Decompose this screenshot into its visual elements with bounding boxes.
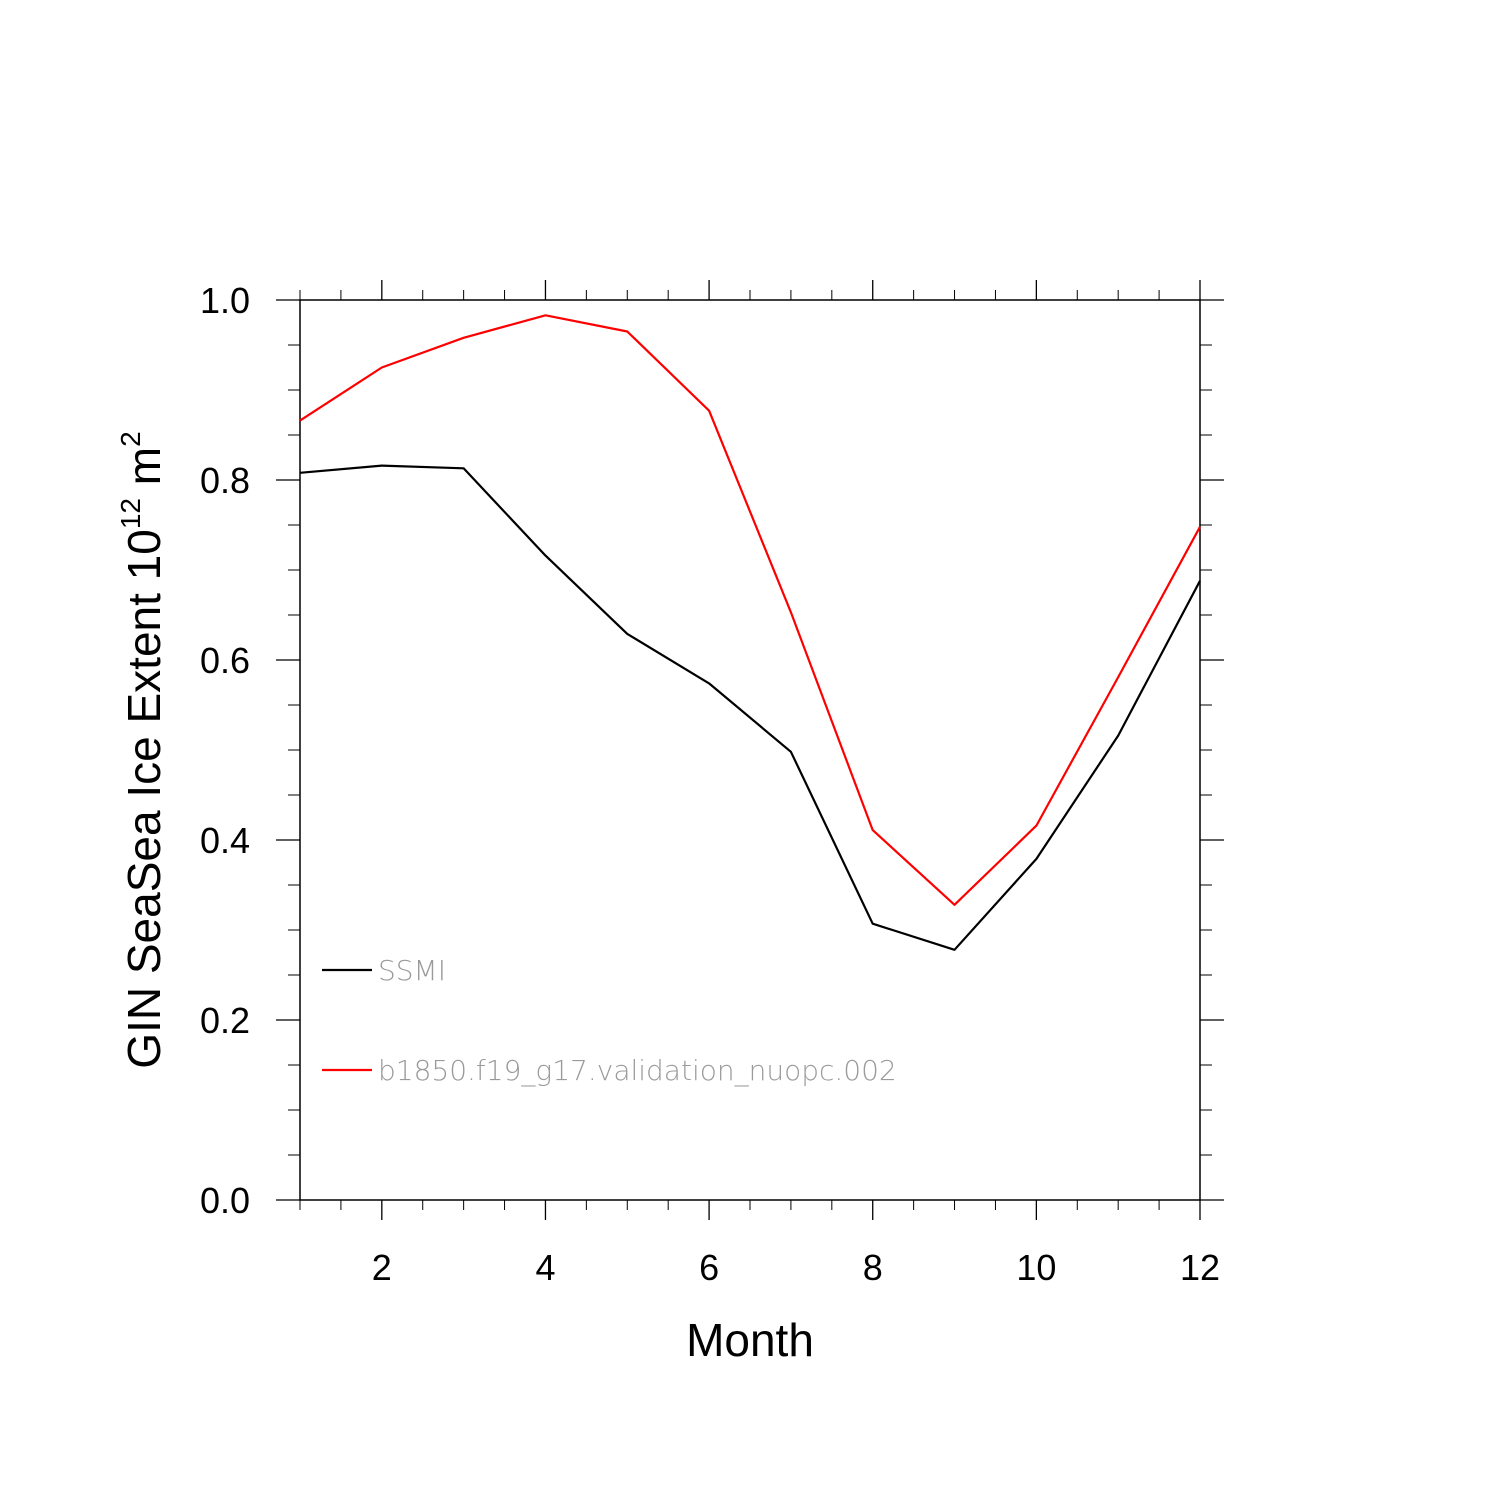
legend-label-2: b1850.f19_g17.validation_nuopc.002 <box>378 1054 897 1088</box>
y-tick-label: 0.6 <box>200 640 250 681</box>
x-tick-label: 8 <box>863 1247 883 1288</box>
series-lines <box>299 314 1201 951</box>
legend: SSMI b1850.f19_g17.validation_nuopc.002 <box>322 954 897 1088</box>
y-axis-title-unit-exponent: 2 <box>115 431 146 447</box>
y-tick-label: 0.8 <box>200 460 250 501</box>
axes: 0.0 0.2 0.4 0.6 0.8 1.0 2 4 6 8 10 12 <box>200 280 1224 1288</box>
x-tick-label: 12 <box>1180 1247 1220 1288</box>
y-axis-title-exponent: 12 <box>115 498 146 529</box>
legend-label-1: SSMI <box>378 954 446 987</box>
y-tick-label: 0.0 <box>200 1180 250 1221</box>
y-axis-title-main: GIN SeaSea Ice Extent 10 <box>118 529 170 1069</box>
x-tick-label: 4 <box>535 1247 555 1288</box>
series-line-1 <box>299 464 1201 951</box>
x-tick-label: 6 <box>699 1247 719 1288</box>
y-axis-title: GIN SeaSea Ice Extent 1012 m2 <box>115 431 170 1068</box>
x-tick-label: 10 <box>1016 1247 1056 1288</box>
y-axis-title-unit: m <box>118 447 170 498</box>
x-tick-label: 2 <box>372 1247 392 1288</box>
series-line-2 <box>299 314 1201 906</box>
x-axis-title: Month <box>686 1314 814 1366</box>
y-tick-label: 1.0 <box>200 280 250 321</box>
y-tick-label: 0.4 <box>200 820 250 861</box>
y-tick-label: 0.2 <box>200 1000 250 1041</box>
